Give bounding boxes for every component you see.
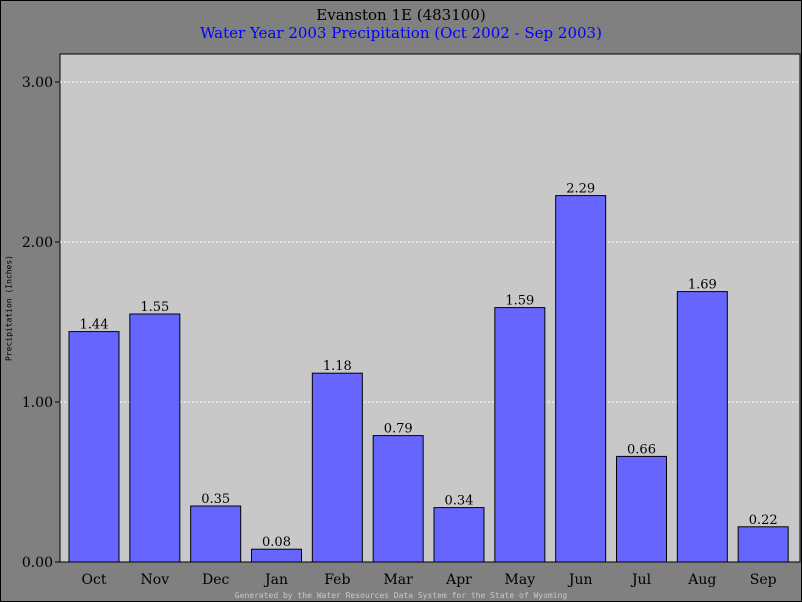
bar-nov bbox=[129, 313, 181, 563]
x-tick-label: Oct bbox=[82, 572, 107, 588]
footer-credit: Generated by the Water Resources Data Sy… bbox=[234, 591, 568, 600]
bar-jun bbox=[555, 195, 607, 563]
chart-title: Evanston 1E (483100) bbox=[316, 6, 486, 24]
bar-value-label: 1.18 bbox=[323, 359, 352, 374]
y-tick-label: 0.00 bbox=[22, 555, 53, 571]
bar-apr bbox=[433, 507, 485, 563]
chart-subtitle: Water Year 2003 Precipitation (Oct 2002 … bbox=[200, 24, 602, 42]
bar-value-label: 1.69 bbox=[688, 278, 717, 293]
bar-feb bbox=[311, 372, 363, 563]
bar-mar bbox=[372, 435, 424, 563]
bar-aug bbox=[676, 291, 728, 563]
x-tick-label: Dec bbox=[202, 572, 230, 588]
bar-value-label: 0.22 bbox=[749, 513, 778, 528]
bar-value-label: 0.34 bbox=[445, 494, 474, 509]
x-tick-label: Mar bbox=[383, 572, 413, 588]
y-tick-label: 3.00 bbox=[22, 75, 53, 91]
bar-value-label: 0.79 bbox=[384, 422, 413, 437]
x-tick-label: Feb bbox=[324, 572, 350, 588]
bar-value-label: 1.55 bbox=[140, 300, 169, 315]
bar-value-label: 0.35 bbox=[201, 492, 230, 507]
y-tick-label: 2.00 bbox=[22, 235, 53, 251]
bar-value-label: 2.29 bbox=[566, 182, 595, 197]
x-tick-label: May bbox=[505, 572, 536, 588]
x-tick-label: Jun bbox=[567, 572, 593, 588]
x-tick-label: Aug bbox=[687, 572, 716, 588]
bar-jul bbox=[616, 455, 667, 563]
y-axis-label: Precipitation (Inches) bbox=[4, 255, 14, 361]
bar-may bbox=[494, 307, 546, 563]
x-tick-label: Apr bbox=[445, 572, 472, 588]
bar-value-label: 0.66 bbox=[627, 442, 656, 457]
bar-sep bbox=[737, 526, 789, 563]
bar-oct bbox=[68, 331, 120, 563]
x-tick-label: Jul bbox=[630, 572, 652, 588]
bar-dec bbox=[190, 505, 242, 563]
x-tick-label: Jan bbox=[263, 572, 288, 588]
bar-jan bbox=[251, 548, 302, 563]
bar-value-label: 0.08 bbox=[262, 535, 291, 550]
plot-area bbox=[59, 53, 801, 563]
bar-value-label: 1.44 bbox=[80, 318, 109, 333]
x-tick-label: Nov bbox=[141, 572, 170, 588]
bar-value-label: 1.59 bbox=[505, 294, 534, 309]
y-tick-label: 1.00 bbox=[22, 395, 53, 411]
x-tick-label: Sep bbox=[750, 572, 777, 588]
